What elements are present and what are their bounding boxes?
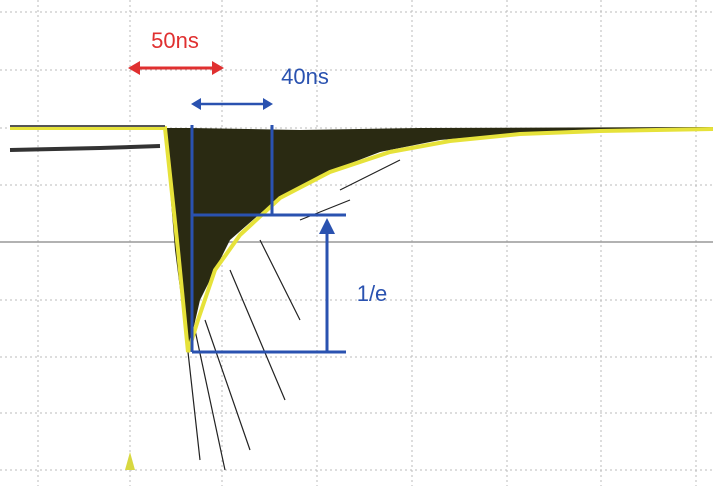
page: 50ns 40ns 1/e (() => { const data = JSON… (0, 0, 713, 486)
oscilloscope-screen: 50ns 40ns 1/e (0, 0, 713, 486)
ratio-label: 1/e (357, 281, 388, 306)
red-interval-label: 50ns (151, 28, 199, 53)
blue-interval-label: 40ns (281, 64, 329, 89)
